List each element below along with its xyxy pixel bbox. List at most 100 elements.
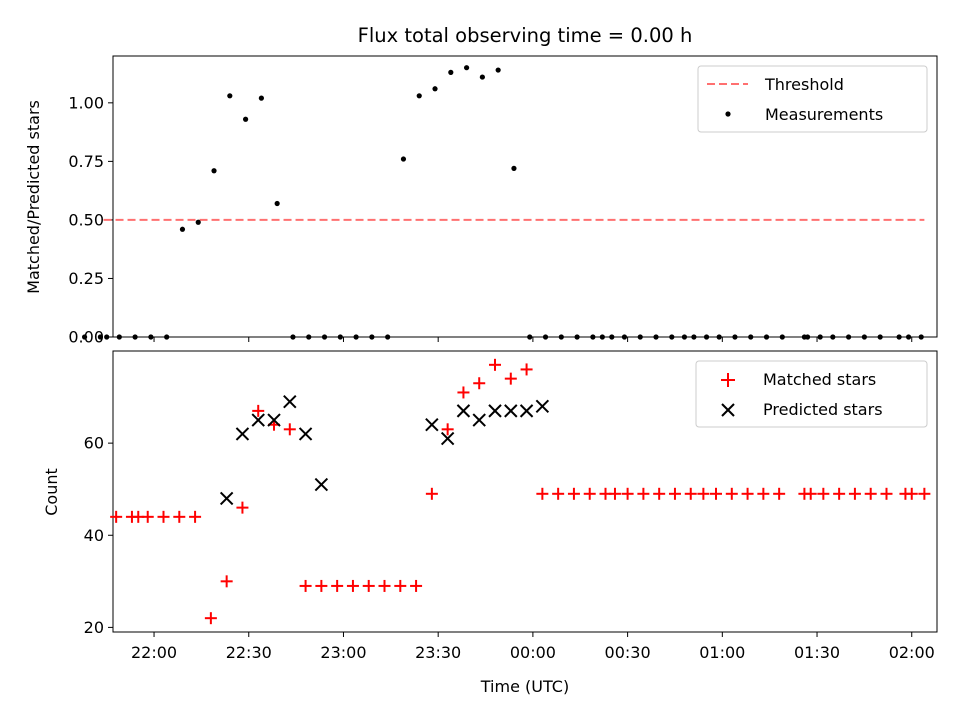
measurement-point (369, 334, 375, 340)
predicted-star-marker (440, 431, 455, 446)
measurement-point (179, 226, 186, 232)
matched-star-marker (905, 487, 918, 500)
measurement-point (385, 334, 391, 340)
bottom-x-tick-label: 23:00 (320, 643, 366, 662)
predicted-star-marker (283, 394, 297, 409)
bottom-x-tick-label: 02:00 (889, 643, 935, 662)
measurement-point (242, 116, 249, 122)
matched-star-marker (252, 404, 265, 417)
predicted-star-marker (314, 477, 329, 492)
predicted-star-marker (456, 404, 471, 418)
matched-star-marker (394, 579, 407, 592)
measurement-point (148, 334, 154, 340)
measurement-point (116, 334, 122, 340)
measurement-point (691, 334, 697, 340)
bottom-x-tick-label: 01:30 (794, 643, 840, 662)
measurement-point (104, 334, 110, 340)
measurement-point (542, 334, 549, 340)
measurement-point (274, 200, 280, 207)
matched-star-marker (315, 579, 328, 592)
measurement-point (321, 334, 328, 340)
measurement-point (195, 219, 201, 225)
measurement-point (877, 334, 883, 340)
measurement-point (448, 69, 454, 75)
matched-star-marker (441, 423, 454, 436)
predicted-star-marker (235, 427, 250, 441)
matched-star-marker (141, 510, 154, 523)
bottom-legend-box (695, 360, 928, 428)
measurement-point (653, 334, 659, 340)
matched-star-marker (552, 487, 565, 500)
matched-star-marker (236, 501, 249, 514)
measurement-point (164, 334, 170, 340)
legend-matched-label: Matched stars (763, 370, 876, 389)
matched-star-marker (684, 487, 697, 500)
bottom-y-axis-label: Count (42, 468, 61, 516)
measurement-point (81, 334, 88, 340)
bottom-x-tick-label: 23:30 (415, 643, 461, 662)
bottom-x-axis-label: Time (UTC) (480, 677, 569, 696)
measurement-point (817, 334, 823, 340)
measurement-point (905, 334, 912, 340)
measurement-point (574, 334, 580, 340)
matched-star-marker (710, 487, 723, 500)
predicted-star-marker (251, 413, 265, 427)
measurement-point (290, 334, 296, 340)
legend-predicted-swatch (721, 403, 735, 417)
measurement-point (211, 168, 217, 174)
bottom-x-tick-label: 01:00 (699, 643, 745, 662)
predicted-star-marker (267, 413, 281, 427)
matched-star-marker (157, 510, 170, 523)
matched-star-marker (473, 377, 486, 390)
measurement-point (511, 165, 517, 171)
top-legend-box (697, 65, 928, 133)
matched-star-marker (425, 487, 438, 500)
top-y-tick-label: 0.75 (68, 152, 104, 171)
measurement-point (353, 334, 359, 340)
measurement-point (896, 334, 902, 340)
matched-star-marker (621, 487, 634, 500)
top-y-axis-label: Matched/Predicted stars (24, 100, 43, 294)
matched-star-marker (189, 510, 202, 523)
matched-star-marker (378, 579, 391, 592)
measurement-point (609, 334, 615, 340)
matched-star-marker (773, 487, 786, 500)
measurement-point (846, 334, 852, 340)
measurement-point (732, 334, 738, 340)
matched-star-marker (204, 612, 217, 625)
measurement-point (703, 334, 710, 340)
measurement-point (748, 334, 754, 340)
measurement-point (132, 334, 138, 340)
measurement-point (861, 334, 867, 340)
predicted-star-marker (472, 413, 486, 427)
bottom-y-tick-label: 40 (84, 526, 104, 545)
measurement-point (337, 334, 343, 340)
measurement-point (463, 65, 470, 71)
measurement-point (558, 334, 564, 340)
matched-star-marker (567, 487, 580, 500)
matched-star-marker (220, 575, 233, 588)
measurement-point (400, 156, 407, 162)
legend-predicted-label: Predicted stars (763, 400, 883, 419)
measurement-point (432, 86, 438, 92)
measurement-point (306, 334, 312, 340)
matched-star-marker (504, 372, 517, 385)
measurement-point (495, 67, 501, 73)
matched-star-marker (918, 487, 931, 500)
matched-star-marker (848, 487, 861, 500)
measurement-point (669, 334, 675, 340)
predicted-star-marker (519, 404, 534, 418)
legend-matched-swatch (721, 373, 735, 387)
predicted-star-marker (504, 404, 518, 418)
predicted-star-marker (488, 404, 502, 418)
matched-star-marker (697, 487, 710, 500)
measurement-point (779, 334, 785, 340)
matched-star-marker (362, 579, 375, 592)
legend-threshold-label: Threshold (764, 75, 844, 94)
top-y-ticks: 0.000.250.500.751.00 (68, 93, 113, 347)
measurement-point (527, 334, 533, 340)
matched-star-marker (757, 487, 770, 500)
matched-star-marker (804, 487, 817, 500)
predicted-star-marker (535, 399, 550, 413)
